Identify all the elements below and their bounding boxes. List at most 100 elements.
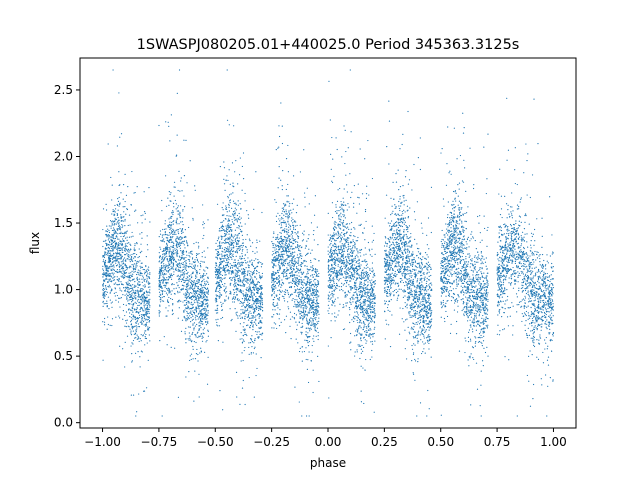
data-point <box>193 322 196 324</box>
data-point <box>221 257 223 260</box>
data-point <box>246 234 248 236</box>
data-point <box>139 233 141 235</box>
data-point <box>141 300 143 302</box>
data-point <box>315 292 318 294</box>
data-point <box>300 283 303 285</box>
data-point <box>110 254 112 256</box>
data-point <box>284 235 286 238</box>
data-point <box>115 232 117 234</box>
data-point <box>229 220 231 222</box>
data-point <box>275 248 278 250</box>
data-point <box>117 216 119 219</box>
data-point <box>191 280 193 282</box>
data-point <box>123 276 126 278</box>
data-point <box>226 248 228 250</box>
data-point <box>140 290 142 292</box>
data-point <box>176 134 178 136</box>
data-point <box>145 299 147 301</box>
data-point <box>312 338 314 340</box>
data-point <box>194 261 197 263</box>
data-point <box>232 215 235 217</box>
data-point <box>217 248 219 250</box>
data-point <box>171 290 173 292</box>
data-point <box>149 292 151 294</box>
data-point <box>237 248 239 250</box>
data-point <box>307 359 309 361</box>
data-point <box>299 347 301 349</box>
data-point <box>249 282 252 284</box>
data-point <box>271 289 273 291</box>
data-point <box>184 260 186 263</box>
data-point <box>274 238 277 240</box>
data-point <box>121 247 123 249</box>
data-point <box>136 289 138 291</box>
data-point <box>277 234 279 236</box>
data-point <box>283 291 285 293</box>
data-point <box>129 250 131 252</box>
data-point <box>239 219 241 221</box>
data-point <box>245 238 247 241</box>
data-point <box>285 250 287 252</box>
data-point <box>218 297 221 299</box>
data-point <box>307 332 309 334</box>
data-point <box>167 249 169 251</box>
data-point <box>246 293 248 295</box>
data-point <box>217 251 219 253</box>
data-point <box>314 319 317 321</box>
data-point <box>118 261 120 263</box>
data-point <box>256 314 259 316</box>
data-point <box>202 329 204 331</box>
data-point <box>227 262 229 264</box>
data-point <box>250 312 252 314</box>
data-point <box>103 324 106 326</box>
data-point <box>167 299 169 301</box>
data-point <box>106 305 108 308</box>
data-point <box>107 252 109 255</box>
data-point <box>240 257 243 259</box>
data-point <box>312 317 314 320</box>
data-point <box>184 264 186 266</box>
data-point <box>290 233 292 235</box>
data-point <box>309 282 311 285</box>
data-point <box>108 231 111 234</box>
data-point <box>308 234 310 236</box>
data-point <box>194 283 197 286</box>
data-point <box>295 240 297 243</box>
data-point <box>160 268 162 271</box>
data-point <box>276 313 278 315</box>
data-point <box>116 222 118 224</box>
data-point <box>217 295 219 297</box>
data-point <box>169 228 171 231</box>
data-point <box>181 229 183 231</box>
data-point <box>218 264 221 266</box>
data-point <box>283 259 285 261</box>
data-point <box>290 254 292 256</box>
data-point <box>111 247 113 250</box>
data-points <box>101 69 555 417</box>
data-point <box>197 336 199 339</box>
data-point <box>244 254 246 256</box>
data-point <box>164 223 166 225</box>
data-point <box>310 297 312 300</box>
data-point <box>118 315 120 317</box>
data-point <box>104 240 106 242</box>
data-point <box>186 241 188 243</box>
data-point <box>236 311 238 313</box>
data-point <box>289 245 291 247</box>
data-point <box>241 244 243 247</box>
data-point <box>306 282 308 284</box>
data-point <box>222 409 224 411</box>
data-point <box>171 231 173 233</box>
data-point <box>117 284 119 286</box>
data-point <box>229 199 232 201</box>
data-point <box>234 278 236 280</box>
data-point <box>260 288 263 290</box>
data-point <box>122 265 124 268</box>
data-point <box>168 125 170 127</box>
data-point <box>234 250 236 253</box>
data-point <box>298 283 300 286</box>
data-point <box>118 266 121 268</box>
data-point <box>301 331 303 334</box>
data-point <box>196 273 198 275</box>
data-point <box>111 184 113 186</box>
